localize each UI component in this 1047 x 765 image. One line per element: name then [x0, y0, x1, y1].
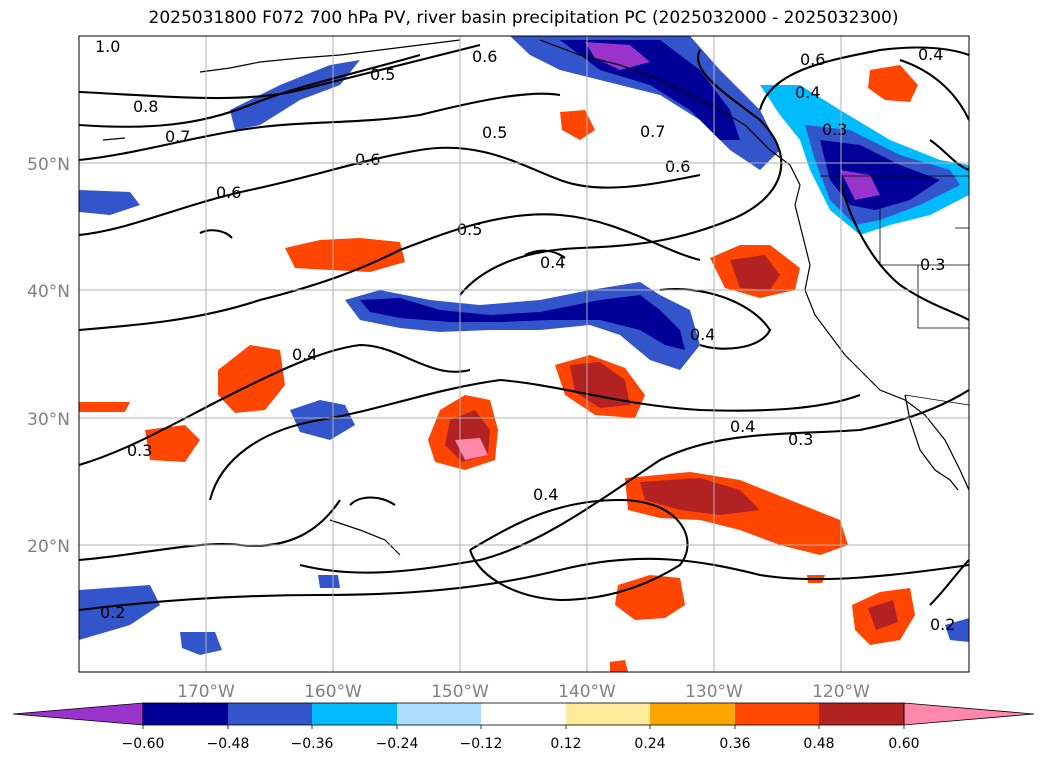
lon-labels: 170°W 160°W 150°W 140°W 130°W 120°W	[177, 682, 870, 702]
contour-label: 0.4	[690, 325, 715, 344]
lon-label: 150°W	[431, 682, 489, 702]
plot-frame	[78, 35, 970, 673]
contour-label: 0.6	[216, 183, 241, 202]
colorbar-tick-label: −0.48	[207, 736, 250, 752]
contour-label: 0.7	[165, 127, 190, 146]
contour-label: 1.0	[95, 37, 120, 56]
colorbar-tick-label: 0.24	[634, 736, 665, 752]
colorbar-tick-label: −0.60	[122, 736, 165, 752]
contour-label: 0.4	[918, 45, 943, 64]
contour-label: 0.6	[800, 50, 825, 69]
colorbar: −0.60 −0.48 −0.36 −0.24 −0.12 0.12 0.24 …	[12, 702, 1035, 752]
colorbar-tick-label: 0.36	[719, 736, 750, 752]
lon-label: 120°W	[812, 682, 870, 702]
contour-label: 0.3	[822, 120, 847, 139]
contour-label: 0.5	[457, 220, 482, 239]
colorbar-tick-label: 0.48	[803, 736, 834, 752]
contour-labels: 1.0 0.8 0.7 0.7 0.6 0.6 0.6 0.6 0.6 0.5 …	[95, 37, 955, 634]
contour-label: 0.6	[665, 157, 690, 176]
pv-contours	[79, 43, 969, 612]
colorbar-bin	[481, 703, 566, 725]
lat-labels: 50°N 40°N 30°N 20°N	[27, 155, 70, 557]
contour-label: 0.6	[472, 47, 497, 66]
lat-label: 20°N	[27, 537, 70, 557]
colorbar-bin	[650, 703, 735, 725]
contour-label: 0.4	[795, 83, 820, 102]
contour-label: 0.4	[292, 345, 317, 364]
chart-title: 2025031800 F072 700 hPa PV, river basin …	[148, 8, 899, 28]
contour-label: 0.4	[730, 417, 755, 436]
lon-label: 140°W	[558, 682, 616, 702]
colorbar-tick-label: 0.60	[888, 736, 919, 752]
colorbar-bin	[228, 703, 312, 725]
colorbar-extend-max	[903, 702, 1035, 726]
lon-label: 130°W	[685, 682, 743, 702]
colorbar-frame	[142, 702, 905, 726]
contour-label: 0.4	[533, 485, 558, 504]
contour-label: 0.5	[370, 65, 395, 84]
colorbar-tick-label: −0.36	[291, 736, 334, 752]
contour-label: 0.3	[920, 255, 945, 274]
contour-label: 0.2	[100, 603, 125, 622]
lat-label: 30°N	[27, 410, 70, 430]
contour-label: 0.3	[788, 430, 813, 449]
lat-label: 50°N	[27, 155, 70, 175]
colorbar-bin	[312, 703, 397, 725]
colorbar-bin	[143, 703, 228, 725]
contour-label: 0.5	[482, 123, 507, 142]
coastlines	[102, 39, 969, 556]
contour-label: 0.8	[133, 97, 158, 116]
contour-label: 0.4	[540, 253, 565, 272]
colorbar-tick-label: −0.24	[376, 736, 419, 752]
colorbar-bin	[819, 703, 904, 725]
colorbar-bin	[566, 703, 650, 725]
lat-label: 40°N	[27, 282, 70, 302]
contour-label: 0.7	[640, 122, 665, 141]
colorbar-tick-label: 0.12	[550, 736, 581, 752]
colorbar-bin	[735, 703, 819, 725]
colorbar-bin	[397, 703, 481, 725]
colorbar-tick-label: −0.12	[460, 736, 503, 752]
contour-label: 0.2	[930, 615, 955, 634]
graticule	[79, 36, 969, 672]
lon-label: 160°W	[304, 682, 362, 702]
colorbar-extend-min	[12, 702, 144, 726]
lon-label: 170°W	[177, 682, 235, 702]
contour-label: 0.6	[355, 150, 380, 169]
contour-label: 0.3	[127, 441, 152, 460]
